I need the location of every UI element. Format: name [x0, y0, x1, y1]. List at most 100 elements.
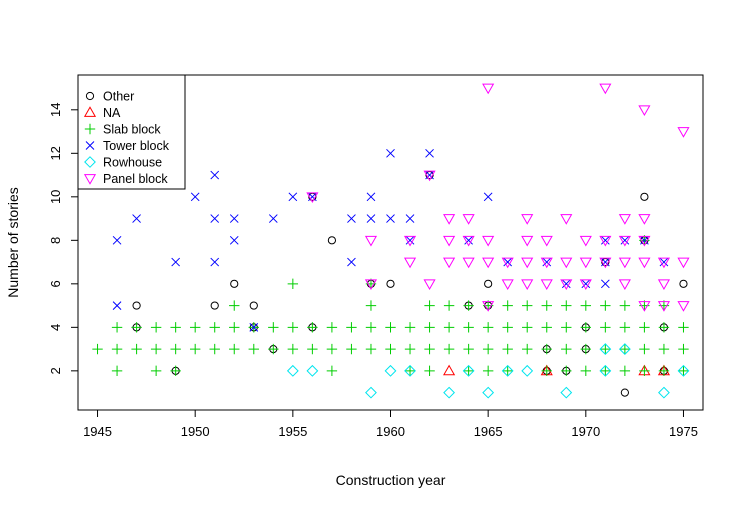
point-tower-block: [210, 214, 220, 223]
point-slab-block: [248, 343, 259, 355]
point-panel-block: [521, 257, 534, 269]
point-slab-block: [600, 343, 611, 355]
legend-box: [77, 74, 186, 190]
legend-marker-other: [85, 91, 95, 101]
point-slab-block: [111, 322, 123, 333]
point-slab-block: [463, 365, 474, 377]
point-panel-block: [599, 235, 612, 247]
point-slab-block: [619, 300, 631, 311]
point-slab-block: [502, 343, 513, 355]
point-slab-block: [92, 343, 103, 355]
point-slab-block: [404, 365, 416, 377]
point-rowhouse: [286, 364, 299, 377]
point-slab-block: [502, 300, 513, 311]
point-panel-block: [423, 279, 436, 291]
legend-label: Other: [103, 90, 134, 104]
point-tower-block: [600, 279, 610, 289]
point-panel-block: [462, 235, 475, 247]
point-rowhouse: [658, 386, 670, 399]
y-axis: 2 4 6 8 10 12 14: [48, 103, 79, 374]
point-slab-block: [678, 322, 689, 333]
point-tower-block: [112, 235, 122, 245]
point-tower-block: [581, 279, 591, 289]
point-slab-block: [424, 365, 435, 377]
point-panel-block: [599, 83, 612, 95]
legend-marker-rowhouse: [84, 156, 96, 168]
point-slab-block: [639, 343, 650, 355]
point-rowhouse: [599, 343, 612, 355]
point-slab-block: [229, 322, 240, 333]
point-panel-block: [540, 235, 553, 247]
point-slab-block: [307, 343, 318, 355]
point-slab-block: [150, 322, 162, 333]
point-slab-block: [424, 322, 435, 333]
y-axis-title: Number of stories: [5, 187, 21, 297]
point-slab-block: [424, 343, 435, 355]
point-slab-block: [502, 322, 513, 333]
point-slab-block: [287, 322, 299, 333]
point-slab-block: [150, 343, 162, 355]
series-na: [443, 364, 670, 376]
point-panel-block: [462, 214, 475, 225]
point-rowhouse: [521, 364, 534, 377]
point-slab-block: [443, 300, 455, 311]
x-tick-label: 1975: [669, 424, 698, 439]
point-slab-block: [111, 365, 123, 377]
point-slab-block: [541, 343, 552, 355]
point-tower-block: [425, 170, 434, 180]
point-panel-block: [560, 257, 573, 269]
point-panel-block: [306, 192, 319, 204]
point-rowhouse: [599, 364, 612, 377]
point-other: [679, 279, 688, 288]
point-panel-block: [540, 279, 553, 291]
point-other: [210, 301, 219, 310]
point-panel-block: [482, 301, 495, 312]
legend-item-tower-block: Tower block: [85, 139, 170, 153]
point-tower-block: [386, 148, 395, 158]
y-tick-label: 2: [48, 367, 63, 374]
point-panel-block: [521, 235, 534, 247]
y-tick-label: 12: [48, 146, 63, 160]
x-tick-label: 1960: [376, 424, 405, 439]
point-slab-block: [404, 322, 416, 333]
point-tower-block: [366, 192, 376, 202]
legend-marker-slab-block: [84, 123, 96, 135]
x-tick-label: 1965: [474, 424, 503, 439]
point-rowhouse: [501, 364, 514, 377]
point-panel-block: [638, 214, 651, 225]
point-tower-block: [268, 214, 278, 223]
point-slab-block: [170, 343, 181, 355]
point-na: [443, 364, 456, 376]
legend-marker-tower-block: [85, 141, 95, 150]
point-rowhouse: [462, 364, 475, 377]
x-tick-label: 1970: [571, 424, 600, 439]
point-other: [327, 236, 337, 245]
point-slab-block: [580, 322, 592, 333]
point-slab-block: [522, 343, 533, 355]
point-slab-block: [189, 322, 201, 333]
point-tower-block: [640, 235, 649, 245]
point-rowhouse: [560, 386, 573, 399]
point-panel-block: [482, 257, 495, 269]
point-panel-block: [521, 214, 534, 225]
legend-label: Panel block: [103, 172, 168, 186]
point-slab-block: [268, 343, 279, 355]
point-panel-block: [657, 301, 670, 312]
point-tower-block: [405, 235, 415, 245]
point-tower-block: [561, 279, 571, 289]
point-other: [620, 388, 629, 397]
point-slab-block: [580, 300, 592, 311]
point-slab-block: [170, 365, 181, 377]
point-slab-block: [580, 343, 592, 355]
point-slab-block: [619, 343, 631, 355]
legend-item-other: Other: [85, 90, 134, 104]
series-panel-block: [306, 83, 690, 312]
point-panel-block: [501, 279, 514, 291]
point-panel-block: [677, 257, 690, 269]
point-rowhouse: [365, 386, 377, 399]
point-other: [484, 279, 493, 288]
legend-item-na: NA: [83, 106, 121, 120]
point-tower-block: [347, 214, 356, 223]
legend-marker-panel-block: [83, 174, 97, 185]
